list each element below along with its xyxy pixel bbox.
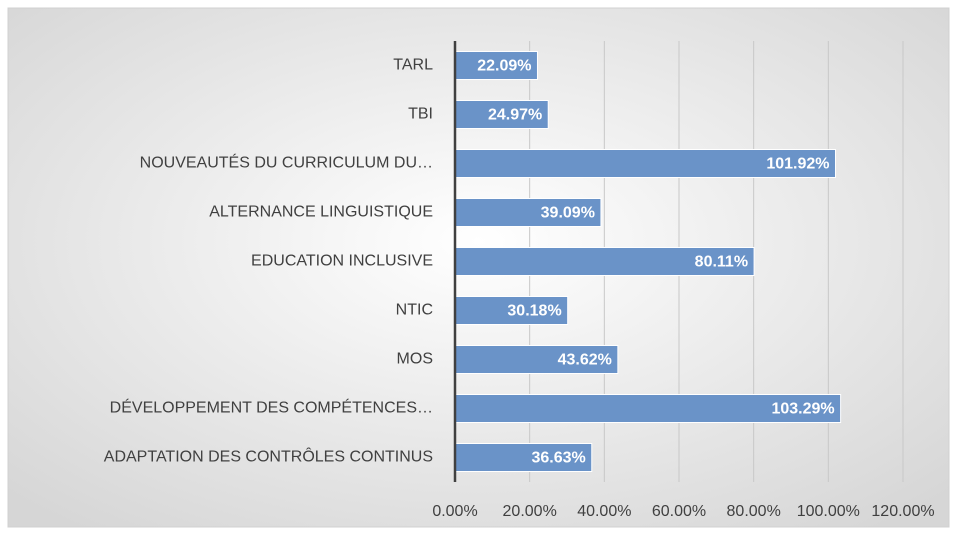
data-label: 30.18% (507, 303, 561, 320)
bar (454, 198, 602, 227)
x-tick-label: 20.00% (503, 503, 557, 520)
x-tick-label: 120.00% (871, 503, 934, 520)
data-label: 36.63% (531, 450, 585, 467)
bar (454, 345, 619, 374)
x-tick-label: 0.00% (432, 503, 477, 520)
data-label: 22.09% (477, 58, 531, 75)
y-tick-label: MOS (397, 351, 433, 368)
y-tick-label: NOUVEAUTÉS DU CURRICULUM DU… (140, 153, 433, 172)
y-tick-label: NTIC (396, 302, 433, 319)
bar (454, 51, 538, 80)
data-label: 80.11% (695, 254, 748, 271)
bar (454, 443, 593, 472)
y-tick-label: ALTERNANCE LINGUISTIQUE (209, 204, 433, 221)
x-tick-label: 100.00% (797, 503, 860, 520)
x-tick-label: 40.00% (577, 503, 631, 520)
bar (454, 100, 549, 129)
data-label: 43.62% (558, 352, 612, 369)
x-tick-label: 80.00% (727, 503, 781, 520)
data-label: 103.29% (771, 401, 834, 418)
bar (454, 247, 755, 276)
data-label: 39.09% (541, 205, 595, 222)
y-tick-label: EDUCATION INCLUSIVE (251, 253, 433, 270)
x-tick-label: 60.00% (652, 503, 706, 520)
bar (454, 296, 569, 325)
data-label: 24.97% (488, 107, 542, 124)
y-tick-label: TBI (408, 106, 433, 123)
y-tick-label: TARL (393, 57, 433, 74)
data-label: 101.92% (766, 156, 829, 173)
y-tick-label: DÉVELOPPEMENT DES COMPÉTENCES… (110, 398, 433, 417)
y-tick-label: ADAPTATION DES CONTRÔLES CONTINUS (104, 447, 433, 466)
